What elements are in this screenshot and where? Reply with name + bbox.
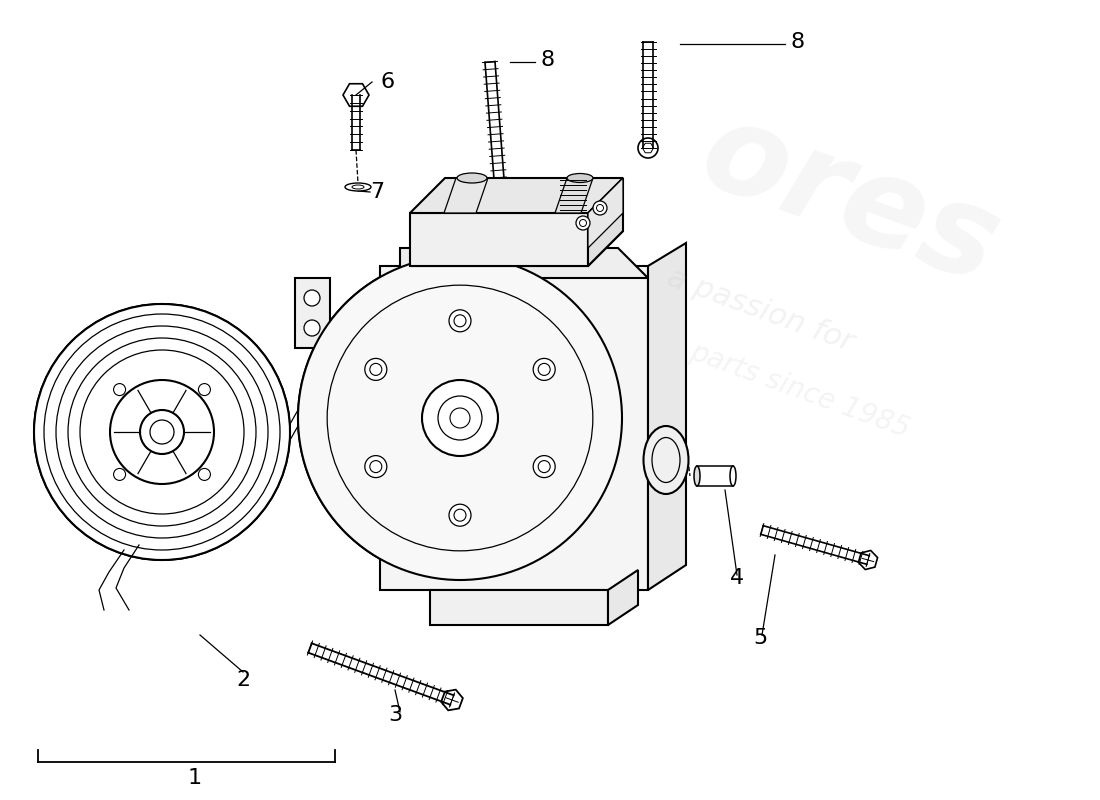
Polygon shape <box>441 690 463 710</box>
Polygon shape <box>648 243 686 590</box>
Circle shape <box>365 358 387 380</box>
Text: a passion for: a passion for <box>662 262 857 358</box>
Ellipse shape <box>456 173 487 183</box>
Polygon shape <box>588 178 623 266</box>
Circle shape <box>304 290 320 306</box>
Text: 2: 2 <box>235 670 250 690</box>
Circle shape <box>422 380 498 456</box>
Circle shape <box>534 358 556 380</box>
Circle shape <box>365 456 387 478</box>
Polygon shape <box>858 550 878 570</box>
Circle shape <box>113 383 125 395</box>
Polygon shape <box>608 570 638 625</box>
Circle shape <box>576 216 590 230</box>
Polygon shape <box>295 278 330 348</box>
Circle shape <box>534 456 556 478</box>
Polygon shape <box>588 178 623 248</box>
Polygon shape <box>697 466 733 486</box>
Text: 3: 3 <box>388 705 403 725</box>
Text: ores: ores <box>685 90 1015 310</box>
Text: 8: 8 <box>790 32 804 52</box>
Polygon shape <box>430 590 608 625</box>
Ellipse shape <box>644 426 689 494</box>
Circle shape <box>110 380 214 484</box>
Polygon shape <box>343 84 368 106</box>
Circle shape <box>449 504 471 526</box>
Text: parts since 1985: parts since 1985 <box>686 337 914 443</box>
Circle shape <box>198 469 210 481</box>
Circle shape <box>638 138 658 158</box>
Polygon shape <box>556 178 593 213</box>
Polygon shape <box>379 266 648 590</box>
Circle shape <box>298 256 622 580</box>
Circle shape <box>140 410 184 454</box>
Text: 8: 8 <box>540 50 554 70</box>
Text: 1: 1 <box>188 768 202 788</box>
Circle shape <box>422 380 498 456</box>
Polygon shape <box>410 231 623 266</box>
Circle shape <box>198 383 210 395</box>
Text: 6: 6 <box>379 72 394 92</box>
Polygon shape <box>410 213 588 266</box>
Circle shape <box>593 201 607 215</box>
Ellipse shape <box>345 183 371 191</box>
Circle shape <box>365 456 387 478</box>
Text: 4: 4 <box>730 568 744 588</box>
Circle shape <box>34 304 290 560</box>
Circle shape <box>298 256 622 580</box>
Circle shape <box>534 456 556 478</box>
Ellipse shape <box>694 466 700 486</box>
Text: 5: 5 <box>752 628 767 648</box>
Ellipse shape <box>566 174 593 182</box>
Circle shape <box>449 504 471 526</box>
Circle shape <box>449 310 471 332</box>
Circle shape <box>113 469 125 481</box>
Circle shape <box>365 358 387 380</box>
Polygon shape <box>400 248 648 278</box>
Circle shape <box>534 358 556 380</box>
Ellipse shape <box>730 466 736 486</box>
Polygon shape <box>410 178 623 213</box>
Text: 7: 7 <box>370 182 384 202</box>
Circle shape <box>304 320 320 336</box>
Circle shape <box>490 182 510 202</box>
Circle shape <box>449 310 471 332</box>
Polygon shape <box>444 178 488 213</box>
